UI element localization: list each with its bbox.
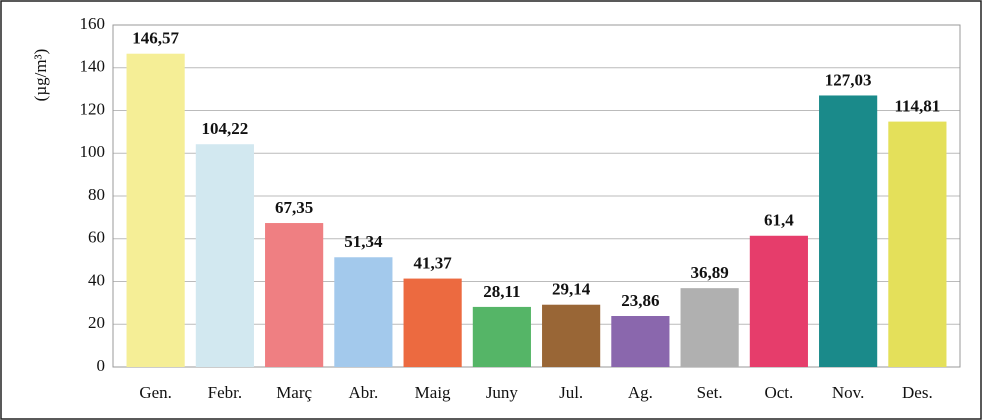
x-tick-label: Ag. bbox=[628, 383, 653, 402]
value-label: 104,22 bbox=[202, 119, 249, 138]
bar bbox=[195, 144, 254, 367]
y-axis-label: (µg/m³) bbox=[31, 49, 50, 102]
value-label: 36,89 bbox=[691, 263, 729, 282]
y-tick-label: 0 bbox=[97, 356, 106, 375]
y-tick-label: 40 bbox=[88, 270, 105, 289]
value-label: 146,57 bbox=[132, 29, 179, 48]
bar bbox=[611, 315, 670, 367]
x-tick-label: Des. bbox=[902, 383, 933, 402]
x-tick-label: Set. bbox=[697, 383, 723, 402]
value-label: 23,86 bbox=[621, 291, 659, 310]
bar bbox=[403, 278, 462, 367]
bar bbox=[888, 121, 947, 367]
bar bbox=[265, 223, 324, 367]
x-tick-label: Jul. bbox=[559, 383, 583, 402]
plot-area bbox=[112, 24, 961, 368]
value-label: 29,14 bbox=[552, 280, 591, 299]
y-tick-label: 80 bbox=[88, 185, 105, 204]
value-label: 61,4 bbox=[764, 211, 794, 230]
x-tick-label: Abr. bbox=[349, 383, 379, 402]
x-tick-label: Febr. bbox=[208, 383, 242, 402]
x-tick-label: Gen. bbox=[139, 383, 172, 402]
value-label: 51,34 bbox=[344, 232, 383, 251]
bar bbox=[334, 257, 393, 367]
bar bbox=[680, 288, 739, 367]
bar bbox=[819, 95, 878, 367]
y-tick-label: 160 bbox=[80, 14, 106, 33]
value-label: 67,35 bbox=[275, 198, 313, 217]
x-tick-label: Març bbox=[276, 383, 312, 402]
y-tick-label: 120 bbox=[80, 99, 106, 118]
x-tick-label: Juny bbox=[486, 383, 519, 402]
y-tick-label: 20 bbox=[88, 313, 105, 332]
bar bbox=[542, 304, 601, 367]
value-label: 28,11 bbox=[483, 282, 520, 301]
value-label: 41,37 bbox=[414, 253, 453, 272]
bar bbox=[472, 306, 531, 367]
bar bbox=[126, 53, 185, 367]
y-tick-label: 60 bbox=[88, 228, 105, 247]
bar bbox=[749, 235, 808, 367]
y-tick-label: 140 bbox=[80, 57, 106, 76]
y-tick-label: 100 bbox=[80, 142, 106, 161]
value-label: 114,81 bbox=[894, 96, 940, 115]
x-tick-label: Nov. bbox=[832, 383, 864, 402]
x-tick-label: Oct. bbox=[764, 383, 793, 402]
x-tick-label: Maig bbox=[415, 383, 451, 402]
value-label: 127,03 bbox=[825, 70, 872, 89]
